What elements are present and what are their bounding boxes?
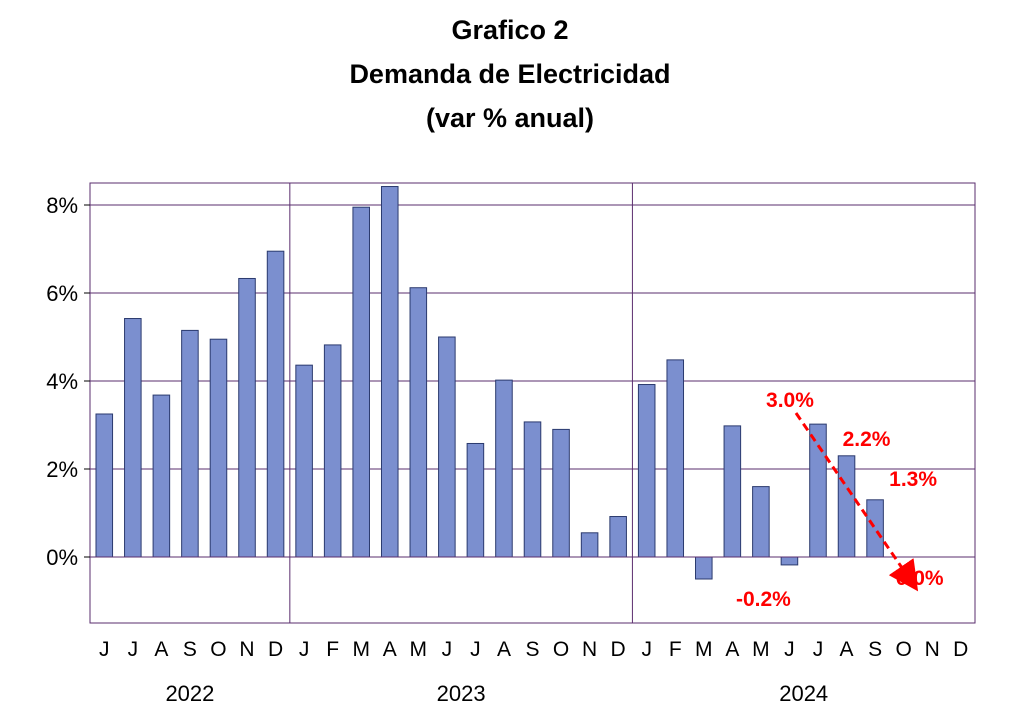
x-tick-label: A [383,638,397,661]
bar [323,344,342,558]
annotation-label: -0.2% [736,588,791,611]
bar [352,206,370,558]
x-tick-label: J [641,638,652,661]
year-label: 2023 [437,681,486,706]
bar [866,499,884,558]
x-tick-label: M [352,638,370,661]
x-tick-label: D [268,638,283,661]
x-tick-label: J [128,638,139,661]
bar [438,336,456,558]
y-tick-label: 2% [46,457,78,482]
trend-arrow [794,412,919,592]
x-tick-label: S [868,638,882,661]
x-tick-label: S [525,638,539,661]
annotation-label: 3.0% [766,389,814,412]
plot-area: 0%2%4%6%8%J J A S O N D J F M A M J J A S O N D J F M A M J J A S O N… [46,182,976,706]
bar [780,556,799,566]
x-tick-label: J [813,638,824,661]
annotation-label: 2.2% [843,428,891,451]
bar [466,442,485,558]
bar [380,186,399,558]
x-tick-label: O [895,638,911,661]
x-tick-label: N [239,638,254,661]
y-tick-label: 4% [46,369,78,394]
x-tick-label: D [611,638,626,661]
x-tick-label: A [497,638,511,661]
annotation-label: 1.3% [889,468,937,491]
chart-subtitle: Demanda de Electricidad [349,59,671,89]
chart-subtitle-units: (var % anual) [425,103,595,133]
bar [209,338,228,558]
bar [752,486,770,558]
year-label: 2024 [779,681,828,706]
x-tick-label: J [470,638,481,661]
bar [809,423,827,558]
bar [523,421,542,558]
bar [609,516,627,558]
bar [723,425,742,558]
bar [552,428,570,558]
bar [409,287,428,558]
chart-title: Grafico 2 [451,15,569,45]
x-tick-label: M [752,638,770,661]
x-tick-label: M [410,638,428,661]
x-tick-label: M [695,638,713,661]
x-tick-label: J [99,638,110,661]
bar [152,394,171,558]
x-tick-label: O [210,638,226,661]
bar [837,455,856,558]
bar [637,384,656,558]
year-label: 2022 [165,681,214,706]
bar [495,379,513,558]
y-tick-label: 8% [46,193,78,218]
annotation-label: 0.0% [896,567,944,590]
plot-frame [89,182,976,624]
title-block: Grafico 2 Demanda de Electricidad (var %… [0,8,1020,140]
bar [666,359,685,558]
x-tick-label: N [582,638,597,661]
x-tick-label: A [725,638,739,661]
bar [181,329,199,558]
bar [295,364,313,558]
bar [266,250,285,558]
x-tick-label: J [442,638,453,661]
bar [124,318,142,558]
bar [695,556,713,580]
bar [580,532,599,558]
x-tick-label: D [953,638,968,661]
x-tick-label: A [154,638,168,661]
bar [95,413,114,558]
x-tick-label: J [784,638,795,661]
y-tick-label: 6% [46,281,78,306]
x-tick-label: F [326,638,339,661]
x-tick-label: O [553,638,569,661]
x-tick-label: J [299,638,310,661]
y-tick-label: 0% [46,545,78,570]
x-tick-label: A [840,638,854,661]
x-tick-label: F [669,638,682,661]
x-tick-label: S [183,638,197,661]
x-tick-label: N [925,638,940,661]
bar [238,277,256,558]
